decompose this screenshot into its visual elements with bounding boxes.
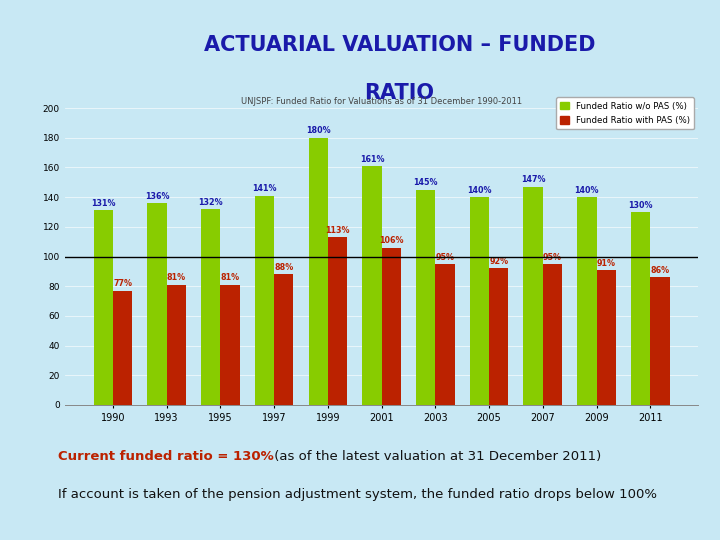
Text: 130%: 130% — [629, 201, 653, 210]
Text: 113%: 113% — [325, 226, 350, 235]
Bar — [362, 166, 382, 405]
Text: 132%: 132% — [199, 198, 223, 207]
Bar — [577, 197, 597, 405]
Bar — [166, 285, 186, 405]
Bar — [523, 187, 543, 405]
Text: 141%: 141% — [252, 184, 276, 193]
Text: 81%: 81% — [167, 273, 186, 282]
Bar — [94, 211, 113, 405]
Title: UNJSPF: Funded Ratio for Valuations as of 31 December 1990-2011: UNJSPF: Funded Ratio for Valuations as o… — [241, 97, 522, 106]
Bar — [597, 270, 616, 405]
Text: Current funded ratio = 130%: Current funded ratio = 130% — [58, 450, 274, 463]
Bar — [489, 268, 508, 405]
Text: 91%: 91% — [597, 259, 616, 268]
Bar — [220, 285, 240, 405]
Text: If account is taken of the pension adjustment system, the funded ratio drops bel: If account is taken of the pension adjus… — [58, 488, 657, 501]
Bar — [309, 138, 328, 405]
Text: 86%: 86% — [650, 266, 670, 275]
Bar — [436, 264, 454, 405]
Legend: Funded Ratio w/o PAS (%), Funded Ratio with PAS (%): Funded Ratio w/o PAS (%), Funded Ratio w… — [556, 97, 694, 129]
Bar — [148, 203, 166, 405]
Bar — [382, 247, 401, 405]
Text: (as of the latest valuation at 31 December 2011): (as of the latest valuation at 31 Decemb… — [270, 450, 601, 463]
Text: 131%: 131% — [91, 199, 115, 208]
Bar — [416, 190, 436, 405]
Text: 161%: 161% — [360, 154, 384, 164]
Bar — [469, 197, 489, 405]
Text: 88%: 88% — [274, 263, 294, 272]
Bar — [274, 274, 294, 405]
Text: RATIO: RATIO — [364, 83, 435, 104]
Bar — [543, 264, 562, 405]
Bar — [255, 195, 274, 405]
Text: 81%: 81% — [220, 273, 240, 282]
Text: 95%: 95% — [543, 253, 562, 262]
Text: 180%: 180% — [306, 126, 330, 136]
Text: 147%: 147% — [521, 176, 545, 185]
Text: ACTUARIAL VALUATION – FUNDED: ACTUARIAL VALUATION – FUNDED — [204, 35, 595, 55]
Text: 106%: 106% — [379, 237, 403, 245]
Text: 140%: 140% — [467, 186, 492, 195]
Bar — [328, 237, 347, 405]
Text: 92%: 92% — [489, 257, 508, 266]
Text: 77%: 77% — [113, 279, 132, 288]
Bar — [113, 291, 132, 405]
Bar — [650, 277, 670, 405]
Bar — [631, 212, 650, 405]
Text: 145%: 145% — [413, 178, 438, 187]
Text: 136%: 136% — [145, 192, 169, 201]
Bar — [201, 209, 220, 405]
Text: 140%: 140% — [575, 186, 599, 195]
Text: 95%: 95% — [436, 253, 454, 262]
